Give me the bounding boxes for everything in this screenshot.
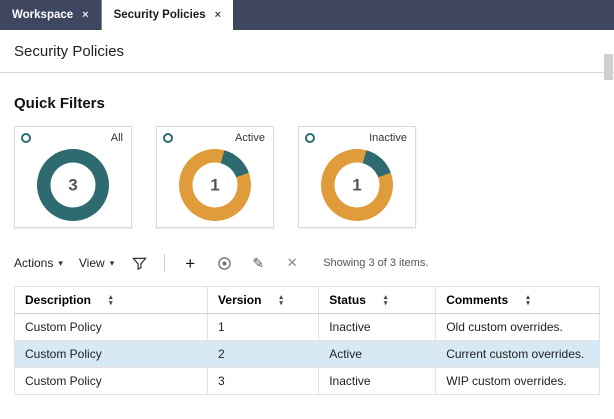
filter-funnel-button[interactable]: [130, 254, 148, 272]
cell-version: 2: [207, 340, 320, 368]
cell-status: Inactive: [318, 367, 437, 395]
sort-icon[interactable]: ▴ ▾: [279, 293, 283, 307]
cell-status: Active: [318, 340, 437, 368]
cell-status: Inactive: [318, 313, 437, 341]
tab-bar: Workspace × Security Policies ×: [0, 0, 614, 30]
actions-menu-button[interactable]: Actions ▾: [14, 256, 63, 270]
page-header: Security Policies: [0, 30, 614, 73]
filter-card-label: Inactive: [369, 132, 407, 144]
cell-description: Custom Policy: [13, 340, 209, 368]
filter-card-label: All: [110, 132, 123, 144]
quick-filter-cards: All 3 Active 1 Inactive 1: [14, 126, 600, 228]
content-area: Quick Filters All 3 Active 1 Inactive 1: [0, 95, 614, 395]
donut-value: 3: [50, 162, 96, 208]
cell-version: 1: [207, 313, 320, 341]
filter-circle-icon: [305, 133, 315, 143]
view-menu-button[interactable]: View ▾: [79, 256, 114, 270]
close-icon[interactable]: ×: [214, 9, 222, 21]
cell-comments: WIP custom overrides.: [435, 367, 600, 395]
view-menu-label: View: [78, 256, 105, 270]
table-row-selected[interactable]: Custom Policy 2 Active Current custom ov…: [13, 340, 600, 368]
chevron-down-icon: ▾: [109, 257, 115, 268]
table-header-row: Description ▴ ▾ Version ▴ ▾ Status ▴ ▾ Comment…: [13, 286, 600, 314]
cell-description: Custom Policy: [13, 313, 209, 341]
add-button[interactable]: +: [181, 254, 199, 272]
table-toolbar: Actions ▾ View ▾ + ✎ ✕ Showing: [14, 254, 600, 272]
scrollbar-thumb[interactable]: [604, 54, 613, 80]
donut-chart-all: 3: [37, 149, 109, 221]
cell-description: Custom Policy: [13, 367, 209, 395]
toolbar-divider: [164, 254, 166, 272]
filter-card-all[interactable]: All 3: [14, 126, 132, 228]
column-header-comments[interactable]: Comments ▴ ▾: [435, 286, 600, 314]
close-icon[interactable]: ×: [82, 9, 89, 21]
donut-value: 1: [334, 162, 380, 208]
column-header-status[interactable]: Status ▴ ▾: [318, 286, 437, 314]
tab-security-policies-label: Security Policies: [113, 9, 206, 21]
policies-table: Description ▴ ▾ Version ▴ ▾ Status ▴ ▾ Comment…: [13, 286, 600, 395]
tab-workspace-label: Workspace: [12, 9, 74, 21]
funnel-icon: [131, 257, 147, 270]
quick-filters-heading: Quick Filters: [14, 95, 105, 112]
showing-count-text: Showing 3 of 3 items.: [323, 257, 429, 269]
filter-card-label: Active: [235, 132, 265, 144]
sort-icon[interactable]: ▴ ▾: [109, 293, 113, 307]
filter-card-active[interactable]: Active 1: [156, 126, 274, 228]
donut-chart-inactive: 1: [321, 149, 393, 221]
delete-button[interactable]: ✕: [283, 254, 301, 272]
cell-comments: Old custom overrides.: [435, 313, 600, 341]
tab-workspace[interactable]: Workspace ×: [0, 0, 102, 30]
cell-version: 3: [207, 367, 320, 395]
preview-button[interactable]: [215, 254, 233, 272]
delete-x-icon: ✕: [286, 255, 298, 270]
plus-icon: +: [185, 253, 196, 273]
chevron-down-icon: ▾: [58, 257, 63, 268]
cell-comments: Current custom overrides.: [435, 340, 600, 368]
pencil-icon: ✎: [252, 254, 265, 271]
sort-icon[interactable]: ▴ ▾: [383, 293, 388, 307]
sort-icon[interactable]: ▴ ▾: [526, 293, 530, 307]
filter-card-inactive[interactable]: Inactive 1: [298, 126, 416, 228]
donut-value: 1: [192, 162, 238, 208]
edit-button[interactable]: ✎: [249, 254, 267, 272]
table-row[interactable]: Custom Policy 1 Inactive Old custom over…: [13, 313, 600, 341]
filter-circle-icon: [21, 133, 31, 143]
tab-security-policies[interactable]: Security Policies ×: [101, 0, 234, 30]
actions-menu-label: Actions: [14, 256, 54, 270]
column-header-description[interactable]: Description ▴ ▾: [13, 286, 209, 314]
page-title: Security Policies: [14, 43, 125, 60]
donut-chart-active: 1: [179, 149, 251, 221]
column-header-version[interactable]: Version ▴ ▾: [207, 286, 320, 314]
filter-circle-icon: [163, 133, 173, 143]
preview-circle-icon: [217, 256, 231, 270]
table-row[interactable]: Custom Policy 3 Inactive WIP custom over…: [13, 367, 600, 395]
